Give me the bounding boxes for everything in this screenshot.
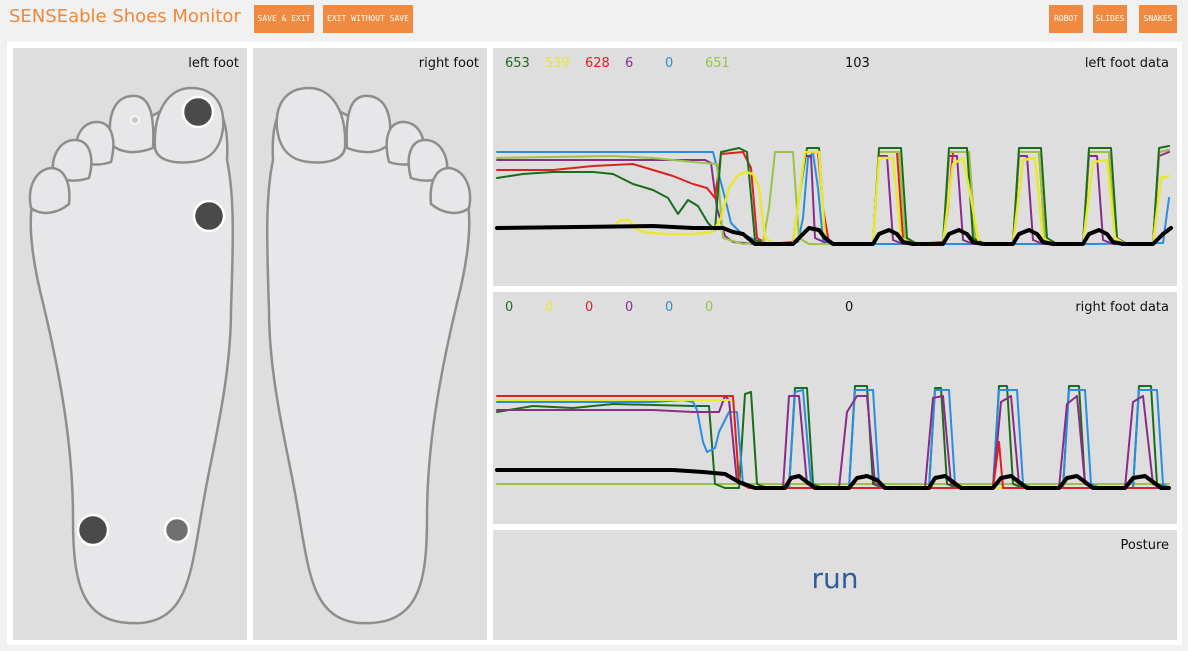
left-reading-total: 103 — [845, 56, 870, 71]
right-foot-readouts: 0 0 0 0 0 0 0 — [493, 300, 1177, 318]
sensor-outer-midfoot — [192, 199, 226, 233]
left-trace-red — [496, 149, 1170, 245]
right-trace-total — [495, 468, 1171, 490]
left-reading-5: 0 — [665, 56, 674, 71]
left-foot-toe-2 — [108, 94, 155, 154]
app-title: SENSEable Shoes Monitor — [9, 6, 241, 27]
snakes-button[interactable]: SNAKES — [1139, 5, 1177, 33]
left-foot-toe-5 — [28, 166, 71, 215]
save-and-exit-button[interactable]: SAVE & EXIT — [254, 5, 314, 33]
posture-panel: Posture run — [493, 530, 1177, 640]
sensor-second-toe — [130, 115, 140, 125]
right-trace-red — [496, 395, 1170, 489]
left-trace-lightgreen — [496, 149, 1170, 245]
right-reading-6: 0 — [705, 300, 714, 315]
left-reading-4: 6 — [625, 56, 634, 71]
left-reading-3: 628 — [585, 56, 610, 71]
right-reading-1: 0 — [505, 300, 514, 315]
right-foot-data-label: right foot data — [1075, 300, 1169, 315]
right-foot-toe-5 — [429, 166, 472, 215]
robot-button[interactable]: ROBOT — [1049, 5, 1083, 33]
posture-label: Posture — [1120, 538, 1170, 553]
right-foot-diagram — [265, 86, 472, 625]
right-foot-data-panel: right foot data 0 0 0 0 0 0 0 — [493, 292, 1177, 524]
right-foot-panel: right foot — [253, 48, 487, 640]
left-foot-panel: left foot — [13, 48, 247, 640]
exit-without-save-button[interactable]: EXIT WITHOUT SAVE — [323, 5, 413, 33]
left-foot-data-graph — [495, 145, 1173, 246]
right-foot-toe-big — [275, 86, 347, 164]
left-reading-2: 539 — [545, 56, 570, 71]
slides-button[interactable]: SLIDES — [1093, 5, 1127, 33]
right-foot-toe-2 — [345, 94, 392, 154]
left-foot-toe-4 — [51, 138, 93, 182]
right-foot-label: right foot — [418, 56, 479, 71]
sensor-inner-heel — [76, 513, 110, 547]
right-reading-3: 0 — [585, 300, 594, 315]
left-foot-readouts: 653 539 628 6 0 651 103 — [493, 56, 1177, 74]
left-reading-6: 651 — [705, 56, 730, 71]
posture-value: run — [811, 562, 859, 595]
left-trace-total — [495, 224, 1173, 246]
sensor-outer-heel — [163, 516, 191, 544]
right-foot-toe-4 — [407, 138, 449, 182]
left-reading-1: 653 — [505, 56, 530, 71]
monitor-frame: left foot right foot — [7, 42, 1182, 645]
left-foot-label: left foot — [188, 56, 239, 71]
right-reading-4: 0 — [625, 300, 634, 315]
left-foot-data-label: left foot data — [1084, 56, 1169, 71]
left-trace-blue — [496, 151, 1170, 245]
left-foot-data-panel: left foot data 653 539 628 6 0 651 103 — [493, 48, 1177, 286]
sensor-big-toe — [181, 95, 215, 129]
right-foot-data-graph — [495, 385, 1171, 490]
right-reading-5: 0 — [665, 300, 674, 315]
right-reading-total: 0 — [845, 300, 854, 315]
left-foot-diagram — [28, 86, 235, 625]
right-reading-2: 0 — [545, 300, 554, 315]
right-trace-darkgreen — [496, 385, 1170, 489]
